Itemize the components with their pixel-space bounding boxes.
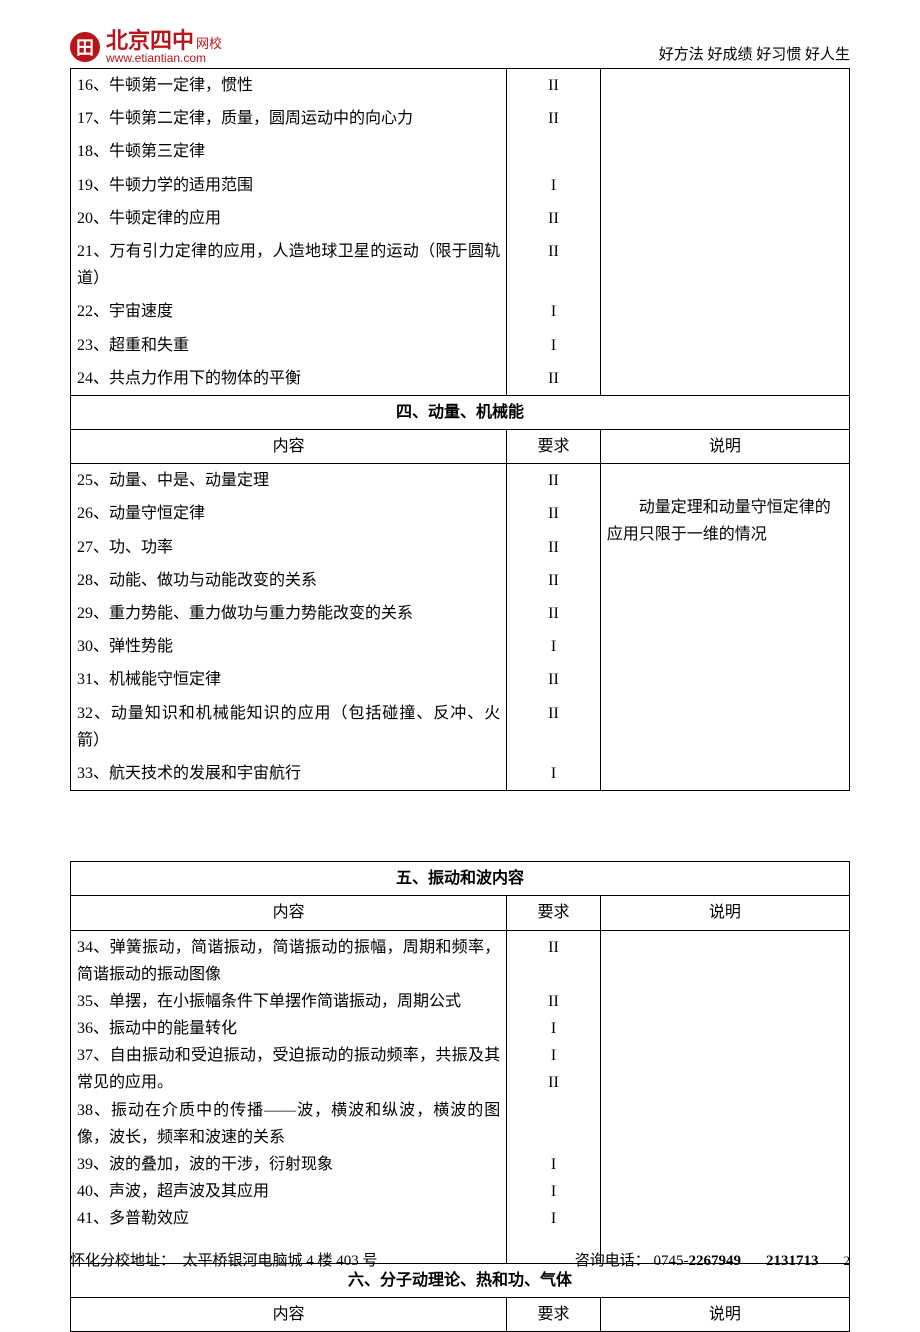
content-cell: 34、弹簧振动，简谐振动，简谐振动的振幅，周期和频率，简谐振动的振动图像35、单… — [71, 930, 507, 1263]
footer-address-label: 怀化分校地址： — [70, 1253, 175, 1269]
column-header: 内容 — [71, 430, 507, 464]
column-header: 说明 — [600, 1297, 849, 1331]
column-header: 内容 — [71, 896, 507, 930]
requirement-cell: I — [507, 329, 600, 362]
requirement-cell: II — [507, 202, 600, 235]
content-cell: 20、牛顿定律的应用 — [71, 202, 507, 235]
content-cell: 18、牛顿第三定律 — [71, 135, 507, 168]
column-header: 要求 — [507, 1297, 600, 1331]
column-header: 说明 — [600, 896, 849, 930]
footer-phone2: 2131713 — [766, 1253, 819, 1270]
note-cell — [600, 69, 849, 396]
table-row: 34、弹簧振动，简谐振动，简谐振动的振幅，周期和频率，简谐振动的振动图像35、单… — [71, 930, 850, 1263]
page-footer: 怀化分校地址： 太平桥银河电脑城 4 楼 403 号 咨询电话： 0745-22… — [70, 1249, 850, 1270]
requirement-cell: I — [507, 295, 600, 328]
content-cell: 17、牛顿第二定律，质量，圆周运动中的向心力 — [71, 102, 507, 135]
page-number: 2 — [844, 1253, 851, 1269]
content-cell: 27、功、功率 — [71, 531, 507, 564]
requirement-cell: II — [507, 235, 600, 295]
content-cell: 28、动能、做功与动能改变的关系 — [71, 564, 507, 597]
content-cell: 22、宇宙速度 — [71, 295, 507, 328]
footer-phone-prefix: 0745- — [654, 1253, 689, 1269]
requirement-cell: II — [507, 464, 600, 498]
requirement-cell: II — [507, 564, 600, 597]
footer-phone-label: 咨询电话： — [575, 1253, 650, 1269]
requirement-cell: II — [507, 69, 600, 103]
content-cell: 23、超重和失重 — [71, 329, 507, 362]
note-cell — [600, 930, 849, 1263]
logo-suffix: 网校 — [196, 36, 222, 51]
content-cell: 24、共点力作用下的物体的平衡 — [71, 362, 507, 396]
header-slogan: 好方法 好成绩 好习惯 好人生 — [659, 43, 850, 64]
requirement-cell: I — [507, 757, 600, 791]
requirement-cell: II — [507, 531, 600, 564]
table-row: 16、牛顿第一定律，惯性II — [71, 69, 850, 103]
column-header: 说明 — [600, 430, 849, 464]
note-cell: 动量定理和动量守恒定律的应用只限于一维的情况 — [600, 464, 849, 791]
requirement-cell: II — [507, 362, 600, 396]
logo-url: www.etiantian.com — [106, 52, 222, 64]
footer-address: 太平桥银河电脑城 4 楼 403 号 — [183, 1253, 378, 1269]
content-cell: 30、弹性势能 — [71, 630, 507, 663]
logo: 田 北京四中网校 www.etiantian.com — [70, 30, 222, 64]
section-title: 四、动量、机械能 — [71, 395, 850, 429]
content-cell: 32、动量知识和机械能知识的应用（包括碰撞、反冲、火箭） — [71, 697, 507, 757]
column-header: 内容 — [71, 1297, 507, 1331]
table-row: 25、动量、中是、动量定理II 动量定理和动量守恒定律的应用只限于一维的情况 — [71, 464, 850, 498]
requirement-cell: II — [507, 497, 600, 530]
content-cell: 29、重力势能、重力做功与重力势能改变的关系 — [71, 597, 507, 630]
column-header: 要求 — [507, 896, 600, 930]
column-header: 要求 — [507, 430, 600, 464]
requirement-cell: II — [507, 102, 600, 135]
logo-icon: 田 — [70, 32, 100, 62]
content-cell: 25、动量、中是、动量定理 — [71, 464, 507, 498]
requirement-cell — [507, 135, 600, 168]
logo-brand-cn: 北京四中 — [106, 28, 194, 53]
content-cell: 33、航天技术的发展和宇宙航行 — [71, 757, 507, 791]
requirement-cell: II — [507, 663, 600, 696]
content-cell: 16、牛顿第一定律，惯性 — [71, 69, 507, 103]
content-cell: 19、牛顿力学的适用范围 — [71, 169, 507, 202]
content-cell: 31、机械能守恒定律 — [71, 663, 507, 696]
requirement-cell: II — [507, 597, 600, 630]
content-cell: 26、动量守恒定律 — [71, 497, 507, 530]
footer-phone1: 2267949 — [689, 1253, 742, 1269]
section-title: 五、振动和波内容 — [71, 862, 850, 896]
requirement-cell: I — [507, 169, 600, 202]
content-cell: 21、万有引力定律的应用，人造地球卫星的运动（限于圆轨道） — [71, 235, 507, 295]
page-header: 田 北京四中网校 www.etiantian.com 好方法 好成绩 好习惯 好… — [70, 30, 850, 64]
requirement-cell: II — [507, 697, 600, 757]
requirement-cell: II IIIIII III — [507, 930, 600, 1263]
syllabus-table-1: 16、牛顿第一定律，惯性II17、牛顿第二定律，质量，圆周运动中的向心力II18… — [70, 68, 850, 791]
requirement-cell: I — [507, 630, 600, 663]
